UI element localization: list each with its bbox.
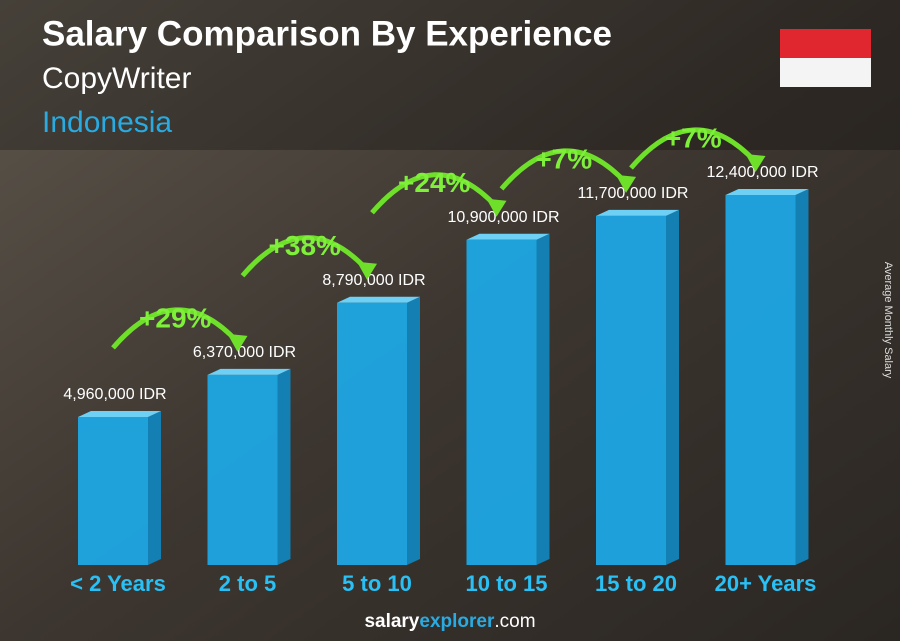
bar-side [536, 233, 550, 566]
change-arrowhead [486, 198, 507, 217]
change-arrow [370, 172, 499, 215]
y-axis-label: Average Monthly Salary [882, 262, 894, 379]
bar-top [596, 209, 679, 216]
change-arrow [629, 127, 758, 170]
value-label: 8,790,000 IDR [322, 272, 425, 289]
chart-subtitle: CopyWriter [42, 62, 191, 95]
value-label: 4,960,000 IDR [63, 386, 166, 403]
flag-white [780, 58, 871, 87]
bar-side [795, 189, 809, 565]
bar [337, 302, 407, 565]
bar-top [466, 233, 550, 240]
chart-title: Salary Comparison By Experience [42, 14, 612, 53]
source-part: .com [494, 611, 535, 632]
x-tick-label: 10 to 15 [466, 571, 548, 596]
change-label: +7% [535, 143, 592, 174]
change-arrowhead [745, 154, 766, 172]
change-arrowhead [357, 261, 377, 280]
header-shade [0, 0, 900, 150]
value-label: 12,400,000 IDR [706, 164, 818, 181]
bar-top [337, 296, 420, 303]
value-label: 10,900,000 IDR [447, 209, 559, 226]
bar [596, 215, 666, 566]
x-tick-label: 20+ Years [715, 571, 817, 596]
x-tick-label: 15 to 20 [595, 571, 677, 596]
x-tick-label: 5 to 10 [342, 571, 412, 596]
bar-top [78, 411, 161, 417]
source-part: salary [364, 611, 419, 632]
location: Indonesia [42, 106, 172, 139]
change-arrow [111, 307, 240, 350]
bar-top [207, 368, 291, 375]
change-label: +24% [398, 167, 470, 198]
bar-top [725, 189, 809, 195]
change-label: +38% [269, 230, 341, 261]
source-part: explorer [419, 611, 495, 632]
change-arrowhead [227, 333, 248, 352]
value-label: 6,370,000 IDR [193, 344, 296, 361]
bar [725, 195, 796, 565]
bar [78, 417, 148, 565]
change-arrowhead [616, 174, 636, 193]
change-label: +29% [139, 302, 211, 333]
bar-side [666, 209, 679, 566]
bar-side [407, 296, 420, 565]
bar-side [277, 368, 291, 565]
source: salaryexplorer.com [364, 611, 535, 632]
flag-red [780, 29, 871, 58]
bar-side [148, 411, 161, 565]
x-tick-label: 2 to 5 [219, 571, 276, 596]
bar [466, 239, 537, 566]
x-tick-label: < 2 Years [70, 571, 166, 596]
change-arrow [499, 148, 628, 191]
value-label: 11,700,000 IDR [578, 185, 689, 202]
change-arrow [240, 235, 369, 278]
bar [207, 374, 278, 565]
change-label: +7% [665, 122, 722, 153]
